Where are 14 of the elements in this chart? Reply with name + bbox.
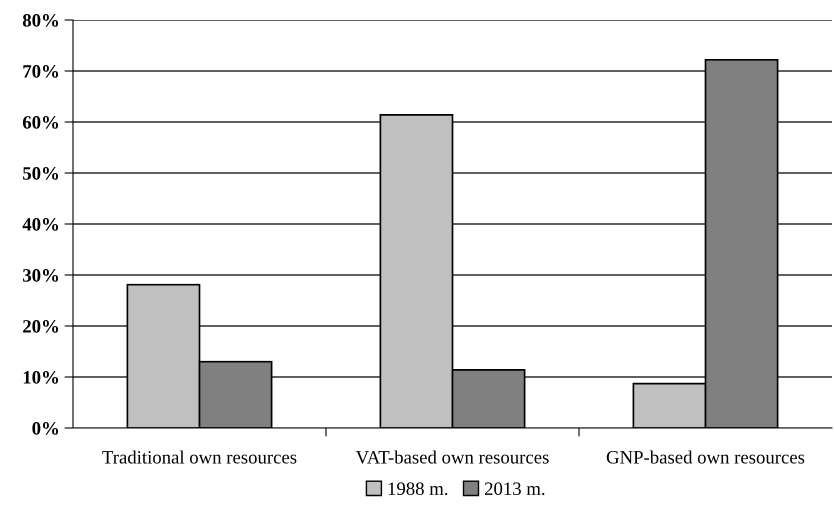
y-tick-label: 20% [23, 320, 58, 333]
y-tick-label: 0% [32, 422, 58, 435]
y-tick-label: 70% [23, 65, 58, 78]
y-tick-label: 10% [24, 371, 58, 384]
legend-label: 1988 m. [388, 482, 448, 496]
y-tick-label: 80% [22, 14, 58, 27]
y-tick-label: 50% [23, 167, 58, 180]
y-tick-label: 30% [23, 269, 58, 282]
y-tick-label: 40% [22, 218, 58, 231]
x-tick-label: VAT-based own resources [356, 450, 549, 464]
legend-label: 2013 m. [484, 482, 544, 496]
x-tick-label: GNP-based own resources [606, 450, 804, 464]
y-tick-label: 60% [22, 116, 58, 129]
x-tick-label: Traditional own resources [102, 450, 296, 464]
